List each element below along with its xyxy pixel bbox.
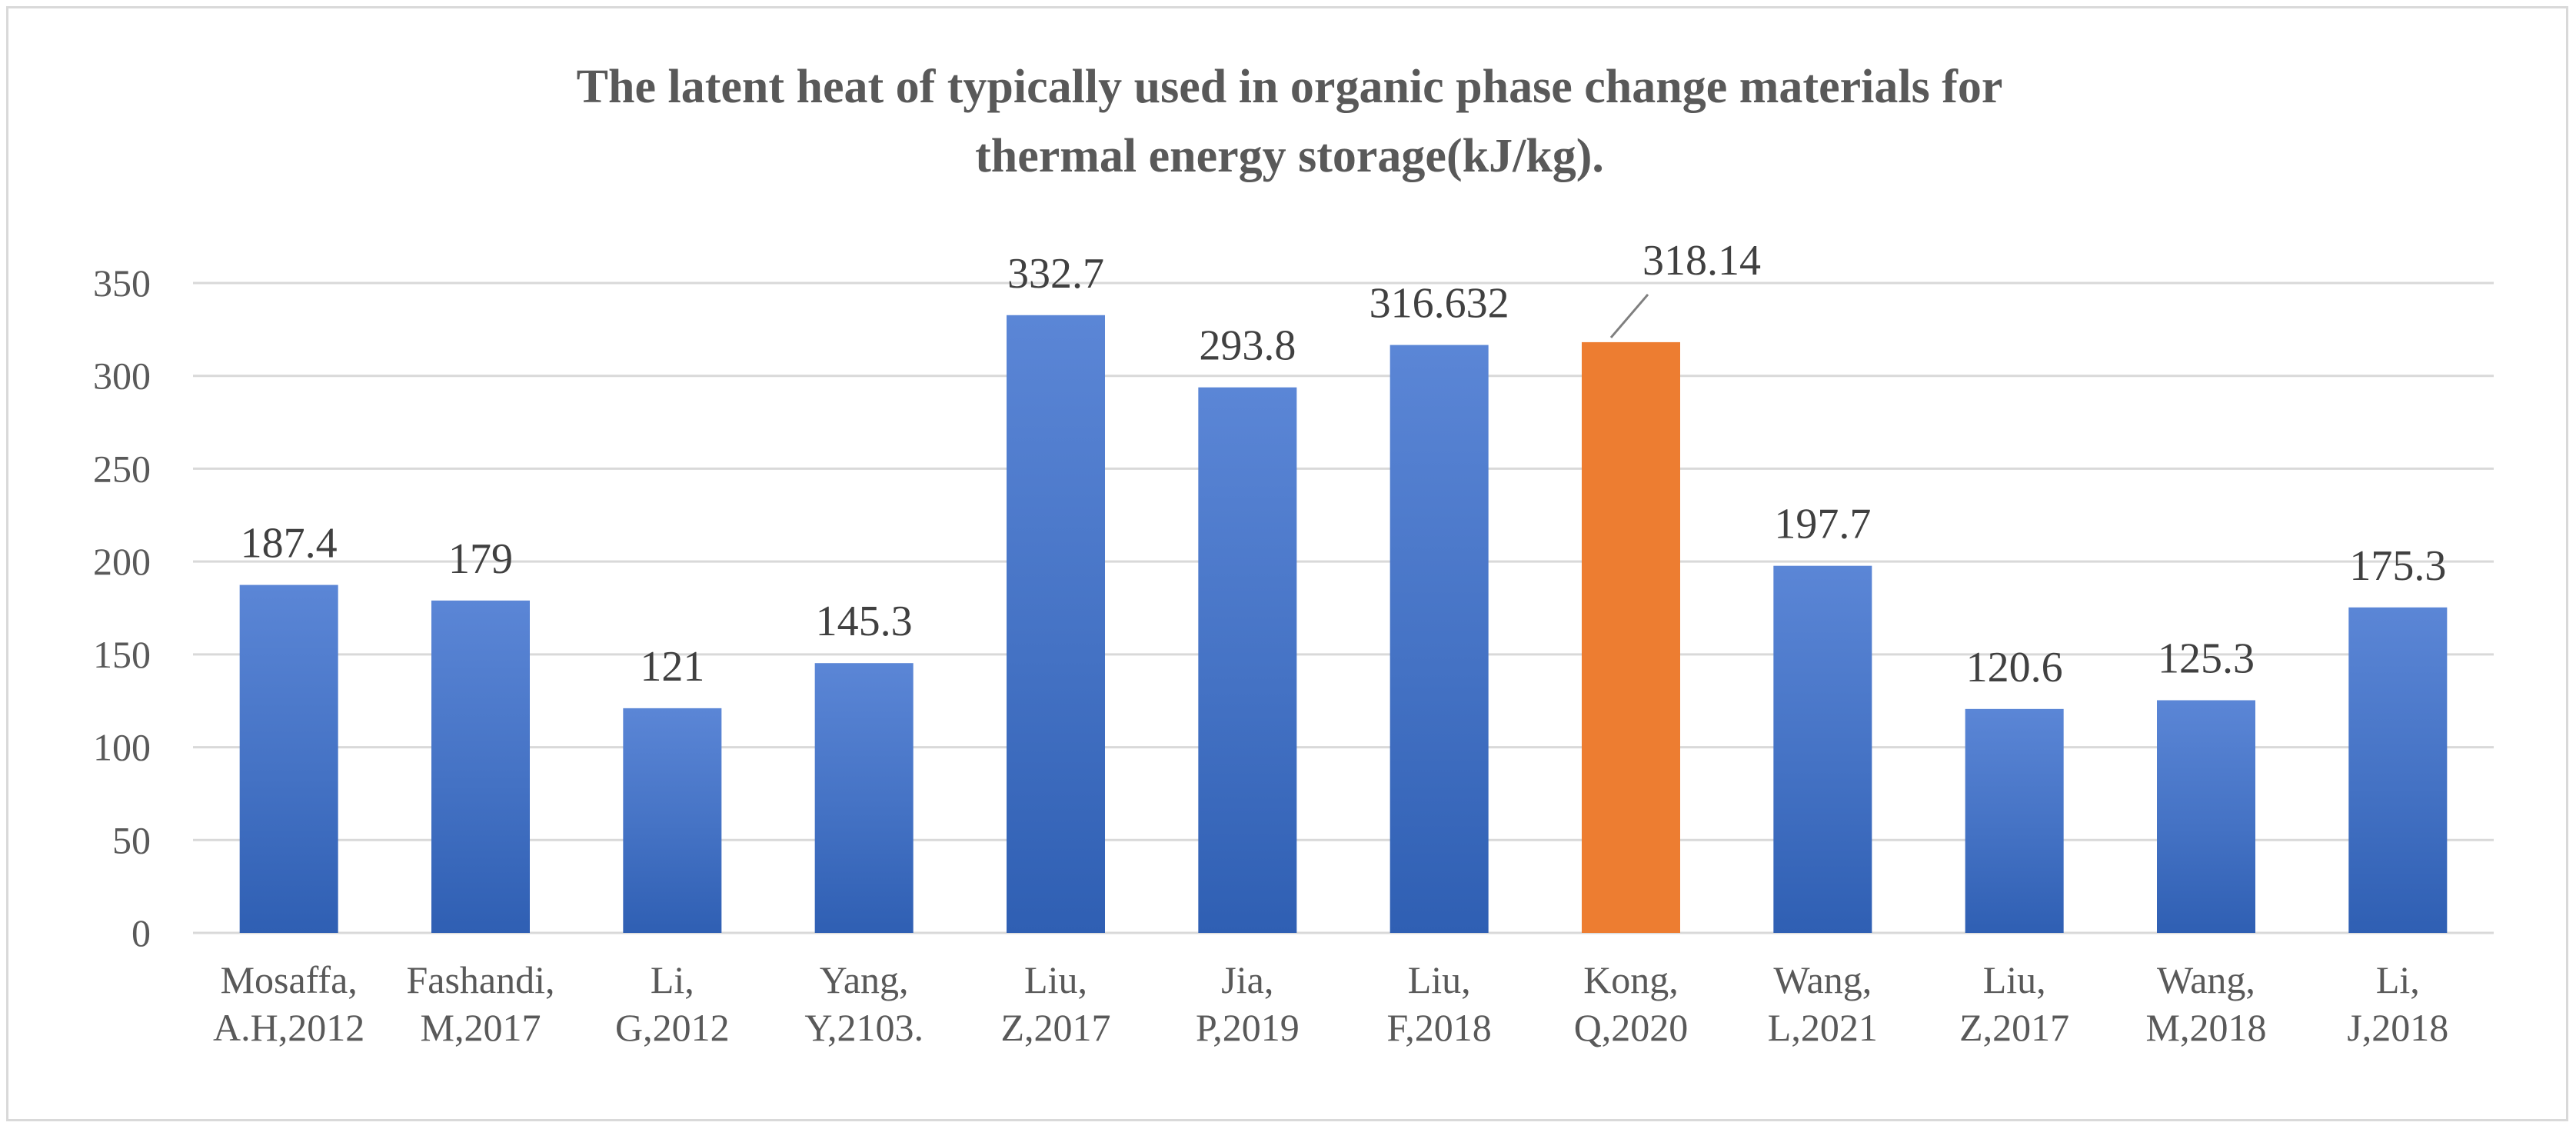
x-tick-label: Jia,: [1221, 958, 1273, 1001]
data-label: 120.6: [1966, 644, 2063, 691]
bar: [623, 708, 722, 933]
x-tick-label: Z,2017: [1000, 1006, 1110, 1049]
x-tick-label: L,2021: [1768, 1006, 1878, 1049]
chart-title-line-2: thermal energy storage(kJ/kg).: [975, 130, 1604, 182]
x-tick-label: Liu,: [1408, 958, 1471, 1001]
y-tick-label: 250: [93, 447, 151, 490]
y-tick-label: 0: [131, 911, 151, 954]
y-tick-label: 350: [93, 261, 151, 305]
x-tick-label: Li,: [2376, 958, 2420, 1001]
data-label: 197.7: [1774, 501, 1871, 548]
bar-chart: The latent heat of typically used in org…: [93, 61, 2494, 1049]
x-tick-label: Liu,: [1024, 958, 1087, 1001]
data-label: 179: [448, 535, 513, 583]
bar: [431, 600, 530, 933]
x-tick-label: Wang,: [1773, 958, 1872, 1001]
x-tick-label: Mosaffa,: [221, 958, 358, 1001]
y-tick-label: 200: [93, 540, 151, 583]
x-tick-label: M,2017: [421, 1006, 541, 1049]
x-tick-label: Yang,: [820, 958, 909, 1001]
x-tick-label: Q,2020: [1574, 1006, 1689, 1049]
x-tick-label: F,2018: [1387, 1006, 1492, 1049]
x-tick-label: A.H,2012: [213, 1006, 364, 1049]
bar: [1007, 315, 1105, 933]
x-tick-label: Z,2017: [1959, 1006, 2069, 1049]
x-tick-label: Wang,: [2157, 958, 2255, 1001]
x-tick-label: Kong,: [1583, 958, 1679, 1001]
y-axis: 0 50 100 150 200 250 300 350: [93, 261, 2494, 954]
data-label: 175.3: [2349, 542, 2446, 590]
data-label: 121: [640, 643, 704, 691]
y-tick-label: 150: [93, 633, 151, 676]
data-label: 318.14: [1642, 237, 1761, 285]
data-label: 145.3: [816, 598, 913, 645]
y-tick-label: 300: [93, 355, 151, 398]
y-tick-label: 100: [93, 726, 151, 769]
data-label: 316.632: [1370, 280, 1509, 328]
x-tick-label: P,2019: [1196, 1006, 1300, 1049]
bar: [1390, 345, 1489, 933]
bars: [239, 315, 2448, 933]
data-label: 187.4: [241, 520, 338, 568]
x-tick-label: Fashandi,: [406, 958, 554, 1001]
bar: [1965, 708, 2064, 933]
chart-frame: The latent heat of typically used in org…: [6, 6, 2568, 1121]
bar: [239, 584, 338, 933]
x-axis: Mosaffa, A.H,2012 Fashandi, M,2017 Li, G,2012…: [213, 958, 2448, 1049]
x-tick-label: Li,: [651, 958, 694, 1001]
leader-line: [1609, 293, 1649, 338]
bar-highlight: [1582, 341, 1680, 933]
data-label: 125.3: [2158, 634, 2255, 682]
y-tick-label: 50: [112, 818, 151, 861]
x-tick-label: M,2018: [2146, 1006, 2267, 1049]
chart-title-line-1: The latent heat of typically used in org…: [577, 61, 2003, 113]
x-tick-label: Y,2103.: [804, 1006, 924, 1049]
x-tick-label: G,2012: [615, 1006, 730, 1049]
bar: [2348, 607, 2448, 933]
bar: [2157, 700, 2255, 933]
data-label: 293.8: [1199, 322, 1296, 370]
data-labels: 187.4 179 121 145.3 332.7 293.8 316.632 318.14 1…: [241, 237, 2447, 691]
x-tick-label: Liu,: [1983, 958, 2046, 1001]
bar: [1773, 565, 1872, 933]
bar: [814, 663, 914, 933]
bar: [1198, 387, 1297, 933]
x-tick-label: J,2018: [2347, 1006, 2448, 1049]
gridlines: [193, 281, 2494, 934]
data-label: 332.7: [1007, 250, 1104, 298]
